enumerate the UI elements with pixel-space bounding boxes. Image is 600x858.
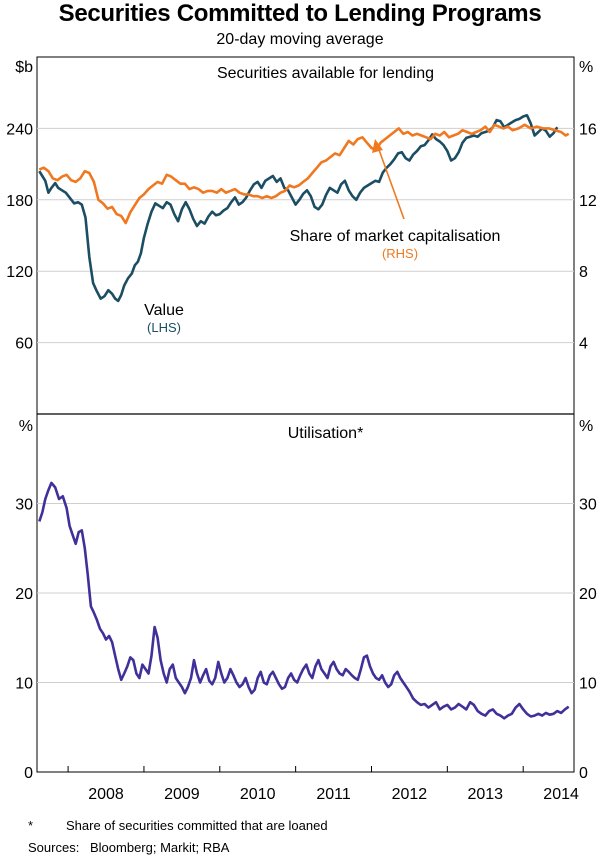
right-tick-label-top: 4 [579, 336, 588, 353]
series-line-share [38, 123, 570, 225]
annotation-arrow-line [377, 146, 405, 220]
footnote: * Share of securities committed that are … [28, 818, 328, 833]
annotation-value-sub: (LHS) [147, 320, 181, 335]
sources-label: Sources: [28, 840, 80, 855]
left-unit-bottom: % [19, 418, 33, 435]
left-tick-label-top: 60 [15, 336, 33, 353]
left-tick-label-top: 120 [6, 264, 33, 281]
panel-title-top: Securities available for lending [217, 65, 434, 82]
right-tick-label-bottom: 0 [579, 765, 588, 782]
annotation-arrowhead [372, 139, 383, 153]
gridlines [37, 127, 574, 683]
left-tick-label-top: 240 [6, 121, 33, 138]
annotation-share-label: Share of market capitalisation [290, 228, 501, 245]
right-tick-label-bottom: 20 [579, 586, 597, 603]
series-line-utilisation [38, 481, 570, 720]
x-tick-label: 2012 [392, 786, 428, 803]
right-tick-label-bottom: 10 [579, 676, 597, 693]
series-layer [38, 114, 570, 720]
x-tick-label: 2013 [467, 786, 503, 803]
x-tick-label: 2008 [88, 786, 124, 803]
right-tick-label-top: 12 [579, 193, 597, 210]
left-unit-top: $b [15, 59, 33, 76]
series-line-value [38, 114, 559, 303]
panel-title-bottom: Utilisation* [288, 425, 364, 442]
right-tick-label-top: 8 [579, 264, 588, 281]
chart-subtitle: 20-day moving average [216, 31, 384, 48]
chart-title: Securities Committed to Lending Programs [58, 0, 542, 27]
chart-frame [36, 56, 575, 773]
x-tick-label: 2011 [316, 786, 351, 803]
left-tick-label-bottom: 30 [15, 497, 33, 514]
left-tick-label-top: 180 [6, 193, 33, 210]
sources-text: Bloomberg; Markit; RBA [90, 840, 230, 855]
x-tick-label: 2010 [240, 786, 276, 803]
right-tick-label-bottom: 30 [579, 497, 597, 514]
left-tick-label-bottom: 10 [15, 676, 33, 693]
annotation-share-sub: (RHS) [382, 246, 418, 261]
annotation-value-label: Value [144, 302, 184, 319]
x-tick-label: 2009 [164, 786, 200, 803]
annotations: Share of market capitalisation(RHS) Value… [144, 139, 500, 335]
right-tick-label-top: 16 [579, 121, 597, 138]
left-tick-label-bottom: 0 [24, 765, 33, 782]
right-unit-bottom: % [579, 418, 593, 435]
right-unit-top: % [579, 59, 593, 76]
footnote-text: Share of securities committed that are l… [66, 818, 328, 833]
x-tick-label: 2014 [543, 786, 579, 803]
sources: Sources: Bloomberg; Markit; RBA [28, 840, 229, 855]
left-tick-label-bottom: 20 [15, 586, 33, 603]
footnote-marker: * [28, 818, 34, 833]
